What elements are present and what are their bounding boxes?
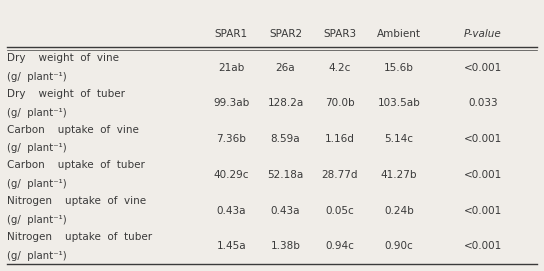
Text: 0.90c: 0.90c	[385, 241, 413, 251]
Text: Carbon    uptake  of  vine: Carbon uptake of vine	[7, 125, 139, 135]
Text: 0.05c: 0.05c	[325, 206, 354, 216]
Text: 21ab: 21ab	[218, 63, 245, 73]
Text: (g/  plant⁻¹): (g/ plant⁻¹)	[7, 179, 66, 189]
Text: Ambient: Ambient	[377, 28, 421, 38]
Text: (g/  plant⁻¹): (g/ plant⁻¹)	[7, 251, 66, 261]
Text: 0.94c: 0.94c	[325, 241, 354, 251]
Text: <0.001: <0.001	[464, 134, 502, 144]
Text: 4.2c: 4.2c	[329, 63, 351, 73]
Text: 0.43a: 0.43a	[271, 206, 300, 216]
Text: 5.14c: 5.14c	[385, 134, 413, 144]
Text: 99.3ab: 99.3ab	[213, 98, 250, 108]
Text: 70.0b: 70.0b	[325, 98, 355, 108]
Text: (g/  plant⁻¹): (g/ plant⁻¹)	[7, 143, 66, 153]
Text: 7.36b: 7.36b	[217, 134, 246, 144]
Text: 8.59a: 8.59a	[271, 134, 300, 144]
Text: 26a: 26a	[276, 63, 295, 73]
Text: 1.45a: 1.45a	[217, 241, 246, 251]
Text: 1.38b: 1.38b	[270, 241, 300, 251]
Text: Nitrogen    uptake  of  vine: Nitrogen uptake of vine	[7, 196, 146, 206]
Text: 0.43a: 0.43a	[217, 206, 246, 216]
Text: (g/  plant⁻¹): (g/ plant⁻¹)	[7, 108, 66, 118]
Text: Dry    weight  of  tuber: Dry weight of tuber	[7, 89, 125, 99]
Text: 1.16d: 1.16d	[325, 134, 355, 144]
Text: <0.001: <0.001	[464, 63, 502, 73]
Text: 0.24b: 0.24b	[384, 206, 414, 216]
Text: 40.29c: 40.29c	[214, 170, 249, 180]
Text: <0.001: <0.001	[464, 206, 502, 216]
Text: <0.001: <0.001	[464, 170, 502, 180]
Text: SPAR2: SPAR2	[269, 28, 302, 38]
Text: Dry    weight  of  vine: Dry weight of vine	[7, 53, 119, 63]
Text: (g/  plant⁻¹): (g/ plant⁻¹)	[7, 72, 66, 82]
Text: SPAR3: SPAR3	[323, 28, 356, 38]
Text: Carbon    uptake  of  tuber: Carbon uptake of tuber	[7, 160, 145, 170]
Text: <0.001: <0.001	[464, 241, 502, 251]
Text: 52.18a: 52.18a	[268, 170, 304, 180]
Text: 41.27b: 41.27b	[381, 170, 417, 180]
Text: 28.77d: 28.77d	[322, 170, 358, 180]
Text: P-value: P-value	[464, 28, 502, 38]
Text: 0.033: 0.033	[468, 98, 498, 108]
Text: SPAR1: SPAR1	[215, 28, 248, 38]
Text: Nitrogen    uptake  of  tuber: Nitrogen uptake of tuber	[7, 232, 152, 242]
Text: 15.6b: 15.6b	[384, 63, 414, 73]
Text: 128.2a: 128.2a	[268, 98, 304, 108]
Text: 103.5ab: 103.5ab	[378, 98, 421, 108]
Text: (g/  plant⁻¹): (g/ plant⁻¹)	[7, 215, 66, 225]
